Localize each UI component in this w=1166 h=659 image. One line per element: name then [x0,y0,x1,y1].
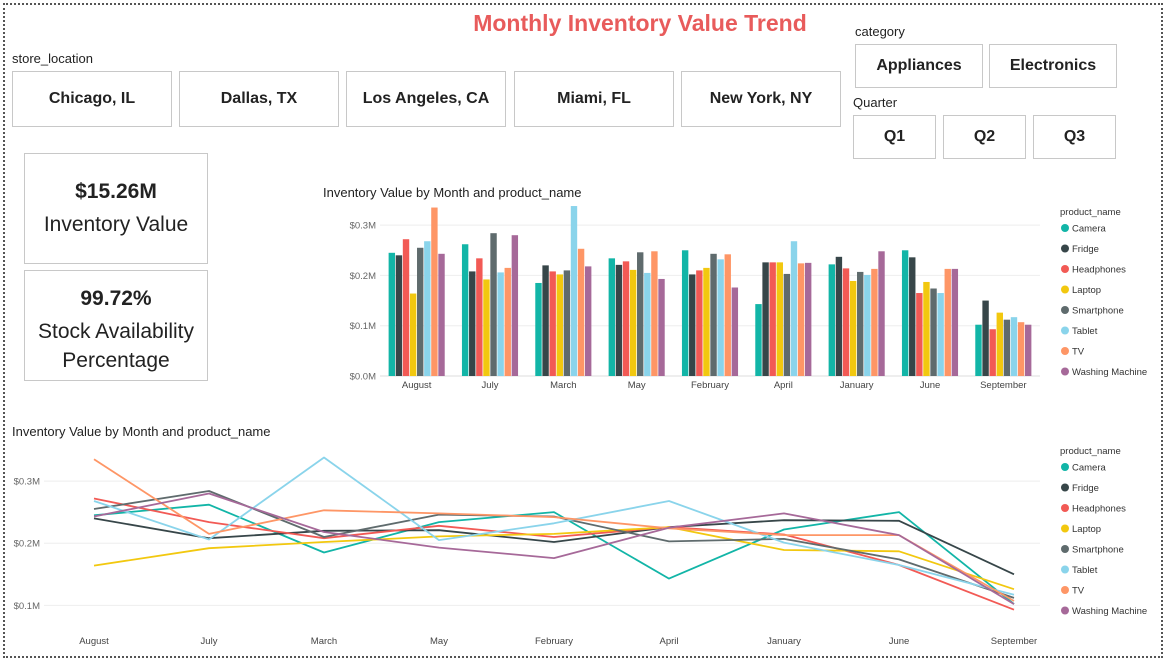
line-chart-title: Inventory Value by Month and product_nam… [12,424,271,439]
report-frame [3,3,1163,658]
page-title: Monthly Inventory Value Trend [473,10,807,36]
store-location-new-york-button[interactable]: New York, NY [681,71,841,127]
category-electronics-button[interactable]: Electronics [989,44,1117,88]
inventory-value-amount: $15.26M [75,180,157,203]
inventory-value-card: $15.26M Inventory Value [24,153,208,264]
quarter-q1-button[interactable]: Q1 [853,115,936,159]
category-appliances-button[interactable]: Appliances [855,44,983,88]
stock-availability-card: 99.72% Stock Availability Percentage [24,270,208,381]
store-location-chicago-button[interactable]: Chicago, IL [12,71,172,127]
store-location-dallas-button[interactable]: Dallas, TX [179,71,339,127]
store-location-slicer-label: store_location [12,51,93,66]
stock-availability-amount: 99.72% [80,287,152,310]
store-location-miami-button[interactable]: Miami, FL [514,71,674,127]
stock-availability-label-line1: Stock Availability [37,320,195,343]
store-location-los-angeles-button[interactable]: Los Angeles, CA [346,71,506,127]
inventory-value-label: Inventory Value [43,213,189,236]
quarter-q3-button[interactable]: Q3 [1033,115,1116,159]
stock-availability-label-line2: Percentage [62,349,170,372]
quarter-slicer-label: Quarter [853,95,898,110]
bar-chart-title: Inventory Value by Month and product_nam… [323,185,582,200]
category-slicer-label: category [855,24,905,39]
quarter-q2-button[interactable]: Q2 [943,115,1026,159]
